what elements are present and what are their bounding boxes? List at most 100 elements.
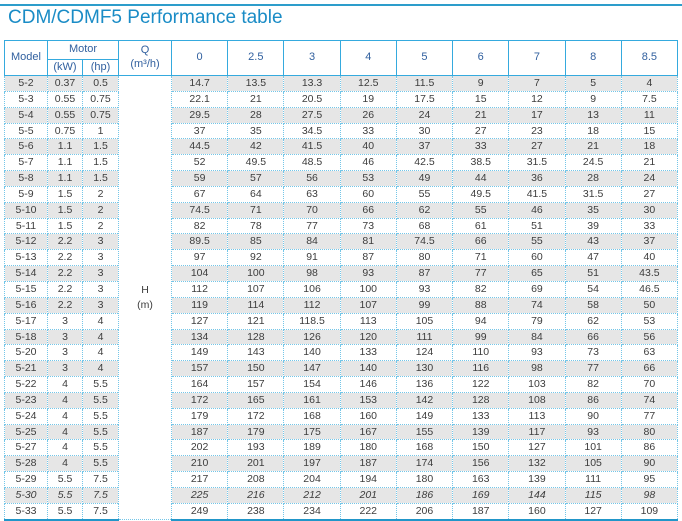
model-cell: 5-13 xyxy=(4,249,48,267)
hp-cell: 3 xyxy=(82,233,119,251)
head-value-cell: 21 xyxy=(620,154,679,172)
head-value-cell: 100 xyxy=(227,265,285,282)
table-body: 5-2 0.37 0.5 H (m) 14.7 13.5 13.3 12.5 11.5 9 7 5 4 5-… xyxy=(4,74,679,521)
hp-cell: 4 xyxy=(82,312,119,330)
head-value-cell: 225 xyxy=(170,486,229,504)
head-value-cell: 74 xyxy=(620,391,679,409)
kw-cell: 3 xyxy=(47,328,83,346)
table-row: 5-5 0.75 1 37 35 34.5 33 30 27 23 18 15 xyxy=(4,122,679,140)
head-value-cell: 121 xyxy=(227,312,285,330)
head-value-cell: 27.5 xyxy=(283,106,341,124)
head-value-cell: 46.5 xyxy=(620,280,679,298)
head-value-cell: 127 xyxy=(564,502,622,521)
head-value-cell: 179 xyxy=(227,423,285,441)
hp-cell: 7.5 xyxy=(82,502,119,521)
head-value-cell: 212 xyxy=(283,486,341,504)
head-value-cell: 56 xyxy=(620,328,679,346)
head-value-cell: 79 xyxy=(508,312,566,330)
header-flow-2-5: 2.5 xyxy=(227,40,285,76)
model-cell: 5-30 xyxy=(4,486,48,504)
head-value-cell: 163 xyxy=(452,471,510,488)
head-value-cell: 24.5 xyxy=(564,154,622,172)
head-value-cell: 53 xyxy=(620,312,679,330)
table-row: 5-9 1.5 2 67 64 63 60 55 49.5 41.5 31.5 27 xyxy=(4,185,679,203)
head-value-cell: 107 xyxy=(339,296,397,314)
head-value-cell: 66 xyxy=(564,328,622,346)
head-value-cell: 86 xyxy=(620,439,679,457)
head-value-cell: 127 xyxy=(508,439,566,457)
head-value-cell: 100 xyxy=(339,280,397,298)
head-value-cell: 51 xyxy=(564,265,622,282)
head-value-cell: 70 xyxy=(620,376,679,393)
head-value-cell: 71 xyxy=(227,201,285,219)
head-value-cell: 24 xyxy=(620,170,679,187)
head-value-cell: 21 xyxy=(564,138,622,156)
head-value-cell: 44.5 xyxy=(170,138,229,156)
head-value-cell: 130 xyxy=(395,360,454,378)
head-value-cell: 30 xyxy=(395,122,454,140)
head-value-cell: 60 xyxy=(339,185,397,203)
kw-cell: 2.2 xyxy=(47,249,83,267)
hp-cell: 3 xyxy=(82,249,119,267)
model-cell: 5-11 xyxy=(4,217,48,235)
head-value-cell: 193 xyxy=(227,439,285,457)
header-flow-8-5: 8.5 xyxy=(620,40,679,76)
kw-cell: 1.5 xyxy=(47,185,83,203)
head-value-cell: 61 xyxy=(452,217,510,235)
head-value-cell: 56 xyxy=(283,170,341,187)
head-value-cell: 41.5 xyxy=(283,138,341,156)
kw-cell: 1.5 xyxy=(47,217,83,235)
head-value-cell: 98 xyxy=(283,265,341,282)
head-value-cell: 49 xyxy=(395,170,454,187)
head-value-cell: 50 xyxy=(620,296,679,314)
head-value-cell: 77 xyxy=(620,407,679,425)
table-row: 5-4 0.55 0.75 29.5 28 27.5 26 24 21 17 13 11 xyxy=(4,106,679,124)
head-value-cell: 93 xyxy=(395,280,454,298)
head-value-cell: 68 xyxy=(395,217,454,235)
head-value-cell: 82 xyxy=(170,217,229,235)
hp-cell: 3 xyxy=(82,296,119,314)
kw-cell: 1.1 xyxy=(47,138,83,156)
head-value-cell: 238 xyxy=(227,502,285,521)
head-value-cell: 37 xyxy=(620,233,679,251)
head-value-cell: 39 xyxy=(564,217,622,235)
hp-cell: 2 xyxy=(82,201,119,219)
head-value-cell: 104 xyxy=(170,265,229,282)
hp-cell: 5.5 xyxy=(82,376,119,393)
head-value-cell: 120 xyxy=(339,328,397,346)
head-value-cell: 43.5 xyxy=(620,265,679,282)
hp-cell: 4 xyxy=(82,360,119,378)
hp-cell: 5.5 xyxy=(82,423,119,441)
head-value-cell: 69 xyxy=(508,280,566,298)
head-value-cell: 46 xyxy=(508,201,566,219)
head-value-cell: 201 xyxy=(227,455,285,473)
performance-table: Model Motor Q (m³/h) 0 2.5 3 4 5 6 7 8 8.… xyxy=(4,40,679,521)
hp-cell: 0.75 xyxy=(82,90,119,108)
header-flow-8: 8 xyxy=(564,40,622,76)
head-value-cell: 18 xyxy=(620,138,679,156)
kw-cell: 4 xyxy=(47,391,83,409)
head-value-cell: 98 xyxy=(620,486,679,504)
table-row: 5-8 1.1 1.5 59 57 56 53 49 44 36 28 24 xyxy=(4,170,679,187)
kw-cell: 2.2 xyxy=(47,296,83,314)
head-value-cell: 40 xyxy=(620,249,679,267)
head-value-cell: 53 xyxy=(339,170,397,187)
head-unit-cell: H (m) xyxy=(118,74,172,521)
head-value-cell: 204 xyxy=(283,471,341,488)
table-row: 5-17 3 4 127 121 118.5 113 105 94 79 62 53 xyxy=(4,312,679,330)
header-flow-5: 5 xyxy=(395,40,454,76)
kw-cell: 1.1 xyxy=(47,170,83,187)
q-label: Q xyxy=(140,44,150,57)
head-value-cell: 146 xyxy=(339,376,397,393)
table-row: 5-22 4 5.5 164 157 154 146 136 122 103 82 70 xyxy=(4,376,679,393)
head-value-cell: 93 xyxy=(339,265,397,282)
head-value-cell: 74.5 xyxy=(170,201,229,219)
head-value-cell: 40 xyxy=(339,138,397,156)
head-value-cell: 128 xyxy=(227,328,285,346)
hp-cell: 1.5 xyxy=(82,138,119,156)
head-value-cell: 62 xyxy=(564,312,622,330)
head-value-cell: 77 xyxy=(564,360,622,378)
head-value-cell: 41.5 xyxy=(508,185,566,203)
head-value-cell: 63 xyxy=(620,344,679,362)
head-value-cell: 110 xyxy=(452,344,510,362)
